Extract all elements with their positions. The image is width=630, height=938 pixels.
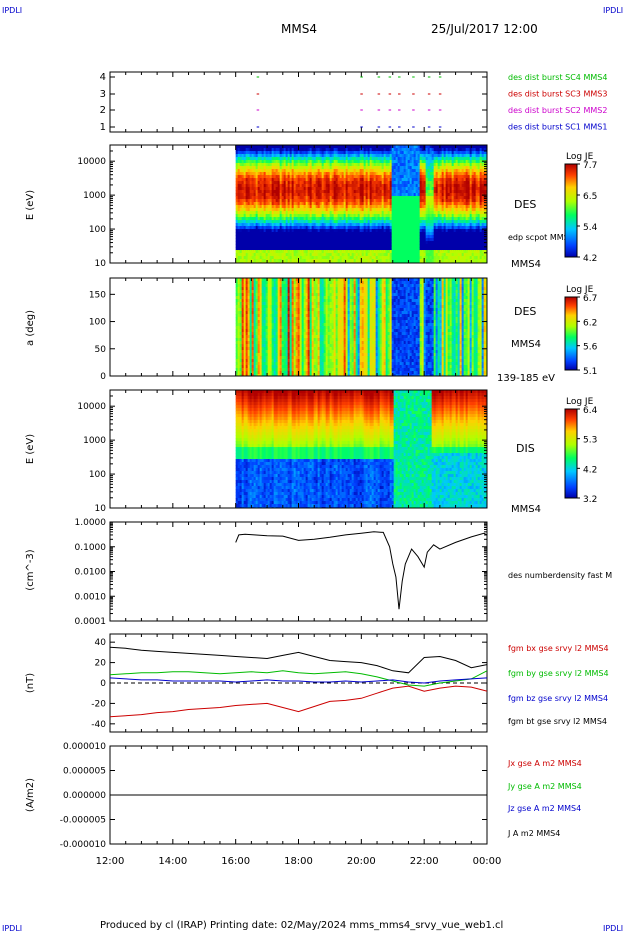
corner-label-top-right: IPDLI: [603, 6, 623, 15]
y-tick-label: 2: [100, 105, 106, 116]
corner-label-top-left: IPDLI: [2, 6, 22, 15]
y-tick-label: 3: [100, 89, 106, 100]
panels: 4 3 2 1 des dist burst SC1 MMS1 des dist burs…: [25, 72, 612, 867]
burst-panel-frame: [110, 72, 487, 132]
spacecraft-title: MMS4: [281, 22, 317, 36]
burst-legend-2: des dist burst SC2 MMS2: [508, 106, 607, 115]
heatmap-cells: [236, 145, 488, 265]
burst-legend-1: des dist burst SC1 MMS1: [508, 123, 607, 132]
burst-legend-3: des dist burst SC3 MMS3: [508, 90, 607, 99]
datetime-title: 25/Jul/2017 12:00: [431, 22, 538, 36]
y-tick-label: 1: [100, 122, 106, 133]
burst-legend-4: des dist burst SC4 MMS4: [508, 73, 607, 82]
y-tick-label: 4: [100, 72, 106, 83]
